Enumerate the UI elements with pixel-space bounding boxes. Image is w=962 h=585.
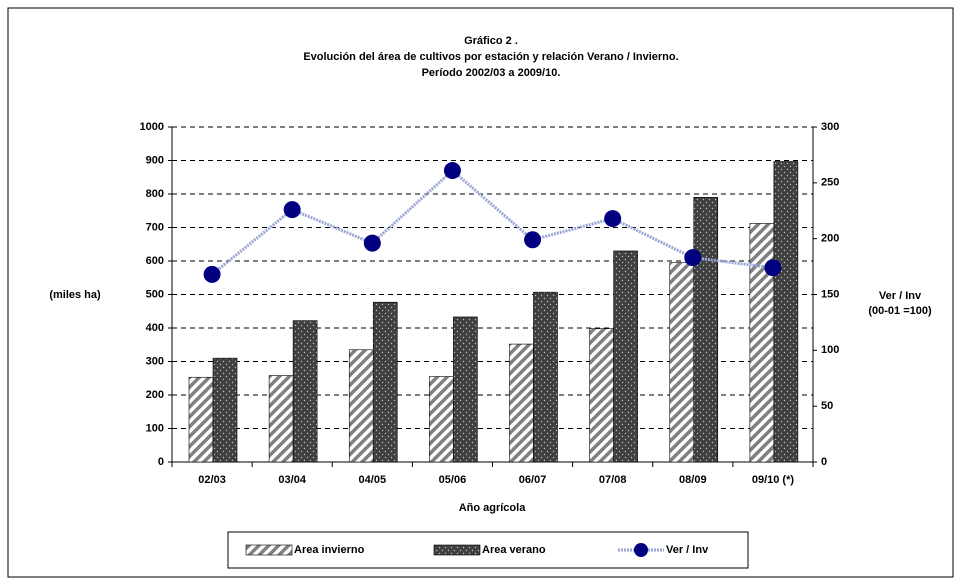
- bar: [613, 250, 638, 463]
- bar: [773, 161, 799, 463]
- bar: [292, 320, 318, 463]
- bar: [268, 375, 294, 463]
- bar: [372, 301, 398, 463]
- y-tick-label: 700: [146, 221, 164, 233]
- x-tick-label: 08/09: [679, 474, 707, 486]
- x-tick-label: 06/07: [519, 474, 547, 486]
- y-tick-label: 300: [146, 355, 164, 367]
- x-tick-label: 07/08: [599, 474, 627, 486]
- x-tick-label: 04/05: [359, 474, 387, 486]
- bar: [589, 328, 614, 463]
- bar: [188, 376, 214, 463]
- chart-title: Gráfico 2 .: [464, 35, 518, 47]
- marker: [363, 234, 381, 252]
- x-tick-label: 05/06: [439, 474, 467, 486]
- x-axis-label: Año agrícola: [459, 502, 527, 514]
- bar: [453, 316, 478, 463]
- y-tick-label: 0: [158, 456, 164, 468]
- y2-tick-label: 250: [821, 177, 839, 189]
- bar: [348, 349, 374, 463]
- legend-swatch: [634, 543, 648, 557]
- marker: [604, 210, 622, 228]
- y2-axis-label: (00-01 =100): [868, 305, 932, 317]
- y2-axis-label: Ver / Inv: [879, 290, 922, 302]
- y-axis-label: (miles ha): [49, 289, 101, 301]
- marker: [283, 201, 301, 219]
- x-tick-label: 09/10 (*): [752, 474, 795, 486]
- x-tick-label: 02/03: [198, 474, 226, 486]
- legend-box: [227, 531, 749, 569]
- y-tick-label: 500: [146, 288, 164, 300]
- bar: [509, 343, 534, 463]
- y-tick-label: 400: [146, 322, 164, 334]
- chart-title: Evolución del área de cultivos por estac…: [303, 51, 678, 63]
- frame: [7, 7, 954, 578]
- legend-label: Ver / Inv: [666, 544, 709, 556]
- chart-title: Período 2002/03 a 2009/10.: [422, 67, 561, 79]
- marker: [764, 259, 782, 277]
- marker: [203, 265, 221, 283]
- y2-tick-label: 100: [821, 344, 839, 356]
- y-tick-label: 600: [146, 255, 164, 267]
- y-tick-label: 1000: [140, 121, 164, 133]
- y2-tick-label: 300: [821, 121, 839, 133]
- y-tick-label: 900: [146, 154, 164, 166]
- legend-label: Area verano: [482, 544, 546, 556]
- y2-tick-label: 200: [821, 233, 839, 245]
- legend-swatch: [433, 544, 481, 556]
- bar: [749, 223, 775, 463]
- marker: [524, 231, 542, 249]
- y2-tick-label: 50: [821, 400, 833, 412]
- y-tick-label: 200: [146, 389, 164, 401]
- bar: [669, 262, 695, 463]
- bar: [693, 197, 719, 463]
- legend-swatch: [245, 544, 293, 556]
- marker: [443, 162, 461, 180]
- bar: [212, 357, 238, 463]
- y2-tick-label: 150: [821, 288, 839, 300]
- bar: [429, 376, 454, 463]
- marker: [684, 249, 702, 267]
- x-tick-label: 03/04: [278, 474, 306, 486]
- y2-tick-label: 0: [821, 456, 827, 468]
- y-tick-label: 100: [146, 422, 164, 434]
- bar: [533, 291, 558, 463]
- line: [211, 168, 774, 276]
- legend-label: Area invierno: [294, 544, 365, 556]
- y-tick-label: 800: [146, 188, 164, 200]
